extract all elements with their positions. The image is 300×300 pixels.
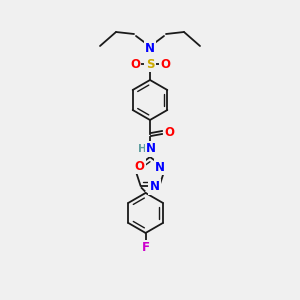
Text: N: N xyxy=(145,41,155,55)
Text: S: S xyxy=(146,58,154,70)
Text: O: O xyxy=(160,58,170,70)
Text: O: O xyxy=(164,126,174,139)
Text: O: O xyxy=(130,58,140,70)
Text: N: N xyxy=(155,160,165,174)
Text: N: N xyxy=(146,142,156,155)
Text: H: H xyxy=(138,144,146,154)
Text: N: N xyxy=(149,180,159,194)
Text: F: F xyxy=(142,242,150,254)
Text: O: O xyxy=(135,160,145,172)
